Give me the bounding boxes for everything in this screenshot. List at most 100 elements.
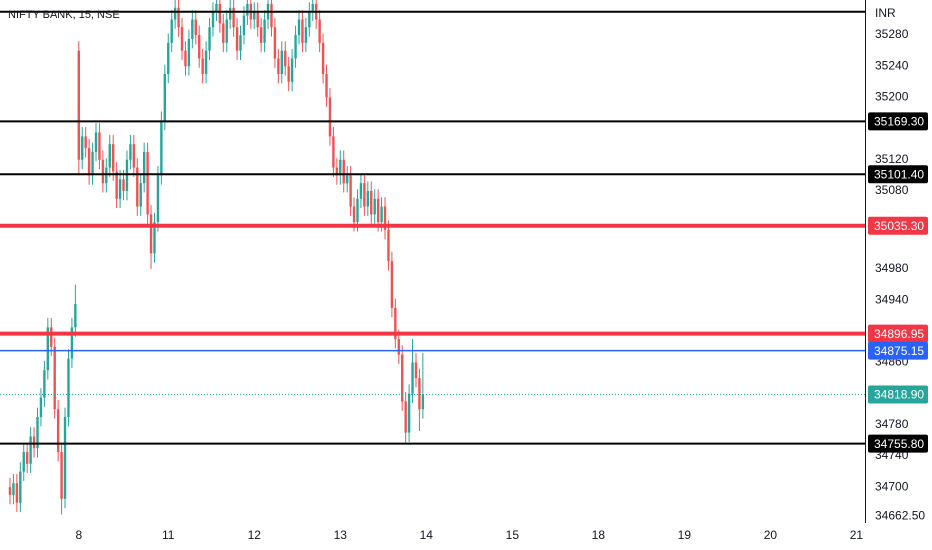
candle-body xyxy=(311,3,314,12)
candle-body xyxy=(242,15,246,36)
candle-body xyxy=(253,11,256,20)
candle-body xyxy=(139,183,142,207)
candle-body xyxy=(366,190,370,207)
chart-title: NIFTY BANK, 15, NSE xyxy=(8,9,120,21)
level-label: 34896.95 xyxy=(874,327,924,341)
candle-body xyxy=(101,159,105,184)
level-label: 35169.30 xyxy=(874,115,924,129)
candle-body xyxy=(84,136,87,149)
candle-body xyxy=(235,27,239,51)
candle-body xyxy=(256,11,259,28)
candle-body xyxy=(287,66,290,82)
x-tick-label: 15 xyxy=(506,528,520,542)
x-tick-label: 14 xyxy=(420,528,434,542)
candle-body xyxy=(191,19,194,39)
y-tick-label: 34780 xyxy=(875,417,909,431)
candle-body xyxy=(22,452,25,472)
candle-body xyxy=(122,179,125,191)
level-label: 35035.30 xyxy=(874,219,924,233)
candle-body xyxy=(263,19,266,43)
candle-body xyxy=(304,27,308,43)
candle-body xyxy=(332,136,335,168)
candle-body xyxy=(105,167,108,184)
candle-body xyxy=(225,19,228,43)
candle-body xyxy=(167,42,170,75)
candle-body xyxy=(318,19,321,43)
candle-body xyxy=(222,23,225,43)
candle-body xyxy=(74,303,77,328)
candle-body xyxy=(25,452,29,464)
candle-body xyxy=(301,19,304,43)
x-tick-label: 11 xyxy=(162,528,175,542)
candle-body xyxy=(284,50,287,67)
level-label: 35101.40 xyxy=(874,167,924,181)
candle-body xyxy=(297,19,301,36)
candle-body xyxy=(211,11,215,28)
candle-body xyxy=(132,144,136,168)
candle-body xyxy=(156,175,160,223)
candle-body xyxy=(194,19,197,36)
candle-body xyxy=(8,487,12,495)
candle-body xyxy=(115,171,118,199)
candle-body xyxy=(146,151,149,215)
candle-body xyxy=(53,346,56,410)
candle-body xyxy=(232,7,235,28)
candle-body xyxy=(228,7,232,20)
plot-area xyxy=(0,0,865,515)
candle-body xyxy=(60,452,63,499)
x-tick-label: 8 xyxy=(75,528,82,542)
level-label-bg xyxy=(868,434,928,453)
candle-body xyxy=(180,27,184,51)
candle-body xyxy=(259,27,263,43)
candle-body xyxy=(390,261,394,308)
candle-body xyxy=(63,416,67,499)
candle-body xyxy=(308,11,311,28)
candle-body xyxy=(349,175,352,207)
candle-body xyxy=(39,397,43,417)
candle-body xyxy=(177,7,180,28)
candle-body xyxy=(239,35,242,51)
candle-body xyxy=(373,198,376,215)
candle-body xyxy=(56,409,60,453)
y-tick-label: 34980 xyxy=(875,261,909,275)
candle-body xyxy=(142,151,146,184)
candle-body xyxy=(218,3,222,24)
candle-body xyxy=(94,132,98,152)
candle-body xyxy=(201,58,204,75)
y-tick-label: 34940 xyxy=(875,292,909,306)
candle-body xyxy=(170,19,173,43)
candle-body xyxy=(321,42,325,75)
candle-body xyxy=(91,151,94,176)
candle-body xyxy=(87,148,91,176)
candle-body xyxy=(352,206,356,223)
candle-body xyxy=(153,222,156,254)
candle-body xyxy=(67,358,70,417)
x-tick-label: 13 xyxy=(334,528,348,542)
candle-body xyxy=(29,436,32,464)
candle-body xyxy=(376,198,380,223)
candle-body xyxy=(273,27,277,59)
candle-body xyxy=(149,214,153,254)
candle-body xyxy=(98,132,101,160)
candle-body xyxy=(246,3,249,16)
x-tick-label: 20 xyxy=(764,528,778,542)
candle-body xyxy=(370,190,373,215)
level-label-bg xyxy=(868,341,928,360)
candle-body xyxy=(43,370,46,398)
y-tick-label: 35200 xyxy=(875,90,909,104)
candle-body xyxy=(325,74,328,98)
candle-body xyxy=(290,58,294,82)
candle-body xyxy=(19,471,22,503)
candle-body xyxy=(383,206,387,230)
candle-body xyxy=(125,159,129,191)
candle-body xyxy=(345,175,349,184)
candle-body xyxy=(421,394,425,410)
x-tick-label: 12 xyxy=(248,528,262,542)
candle-body xyxy=(187,38,191,67)
currency-label: INR xyxy=(875,6,896,20)
candle-body xyxy=(160,120,163,176)
candle-body xyxy=(359,183,363,199)
level-label-bg xyxy=(868,112,928,131)
candle-body xyxy=(294,35,297,59)
